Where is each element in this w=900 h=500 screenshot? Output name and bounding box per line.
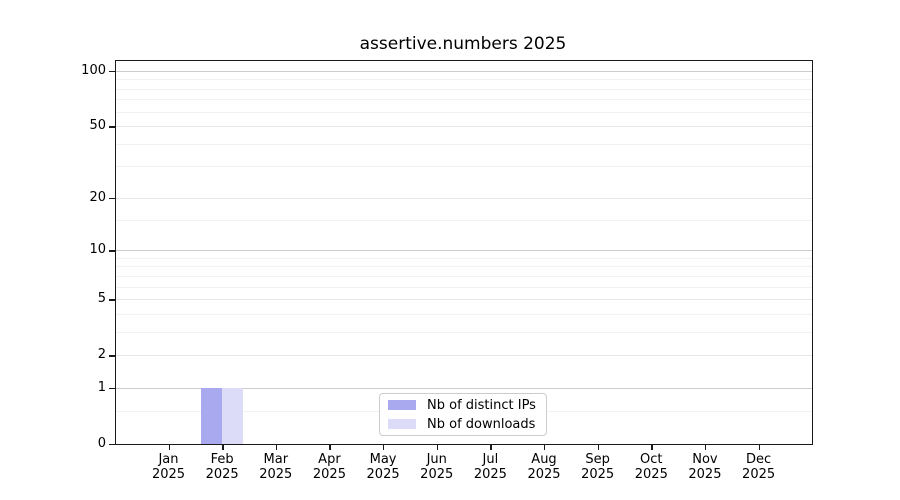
y-tick-mark [109, 250, 115, 252]
x-tick-label: Apr 2025 [299, 452, 359, 482]
x-tick-mark [597, 444, 600, 450]
x-tick-label: Sep 2025 [568, 452, 628, 482]
x-tick-year: 2025 [634, 467, 668, 482]
x-tick-mark [383, 444, 385, 450]
x-tick-year: 2025 [259, 467, 293, 482]
y-gridline-major [116, 387, 812, 389]
x-tick-year: 2025 [205, 467, 239, 482]
x-tick-year: 2025 [420, 467, 454, 482]
legend-label: Nb of downloads [427, 416, 536, 432]
y-tick-mark [109, 387, 115, 390]
x-tick-mark [222, 444, 224, 450]
x-tick-month: Aug [531, 452, 557, 467]
y-tick-label: 0 [97, 436, 106, 451]
y-gridline-minor [116, 111, 812, 113]
x-tick-month: Sep [585, 452, 610, 467]
x-tick-month: May [369, 452, 397, 467]
x-tick-label: May 2025 [353, 452, 413, 482]
x-tick-month: Feb [210, 452, 234, 467]
y-gridline-major [116, 126, 812, 128]
y-tick-label: 100 [81, 63, 106, 78]
y-gridline-minor [116, 79, 812, 81]
y-tick-mark [109, 71, 115, 73]
y-gridline-minor [116, 99, 812, 101]
x-tick-month: Jun [426, 452, 447, 467]
y-tick-label: 1 [97, 379, 106, 395]
x-tick-mark [329, 444, 331, 450]
chart-title: assertive.numbers 2025 [359, 34, 567, 54]
x-tick-label: Mar 2025 [246, 452, 306, 482]
x-tick-mark [436, 444, 439, 450]
y-gridline-minor [116, 286, 812, 288]
y-tick-mark [109, 355, 115, 357]
x-tick-mark [758, 444, 760, 450]
y-gridline-minor [116, 219, 812, 221]
y-gridline-major [116, 299, 812, 301]
x-tick-mark [168, 444, 170, 450]
x-tick-mark [490, 444, 492, 450]
y-gridline-major [116, 197, 812, 199]
x-tick-label: Feb 2025 [192, 452, 252, 482]
y-tick-mark [109, 299, 115, 301]
x-tick-year: 2025 [581, 467, 615, 482]
legend-swatch-distinct-ips [388, 400, 416, 410]
x-tick-label: Dec 2025 [729, 452, 789, 482]
x-tick-mark [704, 444, 707, 450]
x-tick-year: 2025 [366, 467, 400, 482]
bar-distinct-ips [201, 387, 223, 444]
y-tick-label: 20 [89, 189, 106, 205]
y-gridline-minor [116, 313, 812, 315]
x-tick-month: Mar [263, 452, 289, 467]
y-gridline-major [116, 250, 812, 252]
x-tick-label: Jun 2025 [407, 452, 467, 482]
y-gridline-major [116, 355, 812, 357]
plot-area: 0 1 2 5 10 20 50 100 Jan 2025 Feb 2025 Mar 2025 Apr 202… [81, 60, 813, 482]
y-tick-mark [109, 444, 115, 446]
y-gridline-minor [116, 266, 812, 268]
y-tick-label: 50 [89, 118, 106, 134]
legend-item: Nb of downloads [380, 416, 546, 432]
x-tick-month: Oct [640, 452, 663, 467]
y-gridline-major [116, 71, 812, 72]
x-tick-mark [544, 444, 546, 450]
x-tick-label: Nov 2025 [675, 452, 735, 482]
y-gridline-minor [116, 331, 812, 333]
x-tick-year: 2025 [688, 467, 722, 482]
y-gridline-minor [116, 88, 812, 90]
x-tick-month: Dec [746, 452, 772, 467]
x-tick-label: Jan 2025 [139, 452, 199, 482]
y-gridline-minor [116, 257, 812, 259]
y-gridline-minor [116, 275, 812, 277]
x-tick-label: Aug 2025 [514, 452, 574, 482]
legend: Nb of distinct IPs Nb of downloads [379, 393, 547, 436]
x-tick-label: Oct 2025 [621, 452, 681, 482]
x-tick-year: 2025 [473, 467, 507, 482]
y-tick-mark [109, 126, 115, 128]
x-tick-year: 2025 [742, 467, 776, 482]
legend-label: Nb of distinct IPs [427, 397, 536, 413]
x-tick-year: 2025 [312, 467, 346, 482]
x-tick-month: Jul [482, 452, 499, 467]
x-tick-mark [275, 444, 278, 450]
x-tick-year: 2025 [527, 467, 561, 482]
x-tick-month: Jan [158, 452, 179, 467]
legend-swatch-downloads [388, 419, 416, 429]
x-tick-month: Apr [318, 452, 341, 467]
y-gridline-minor [116, 166, 812, 168]
y-tick-label: 2 [97, 347, 106, 363]
legend-item: Nb of distinct IPs [380, 397, 546, 413]
x-tick-year: 2025 [151, 467, 186, 482]
y-tick-label: 5 [97, 291, 106, 307]
y-gridline-minor [116, 143, 812, 145]
x-tick-month: Nov [692, 452, 718, 467]
y-tick-label: 10 [89, 242, 106, 258]
x-tick-label: Jul 2025 [460, 452, 520, 482]
y-tick-mark [109, 197, 115, 200]
x-tick-mark [651, 444, 653, 450]
bar-downloads [222, 387, 244, 444]
